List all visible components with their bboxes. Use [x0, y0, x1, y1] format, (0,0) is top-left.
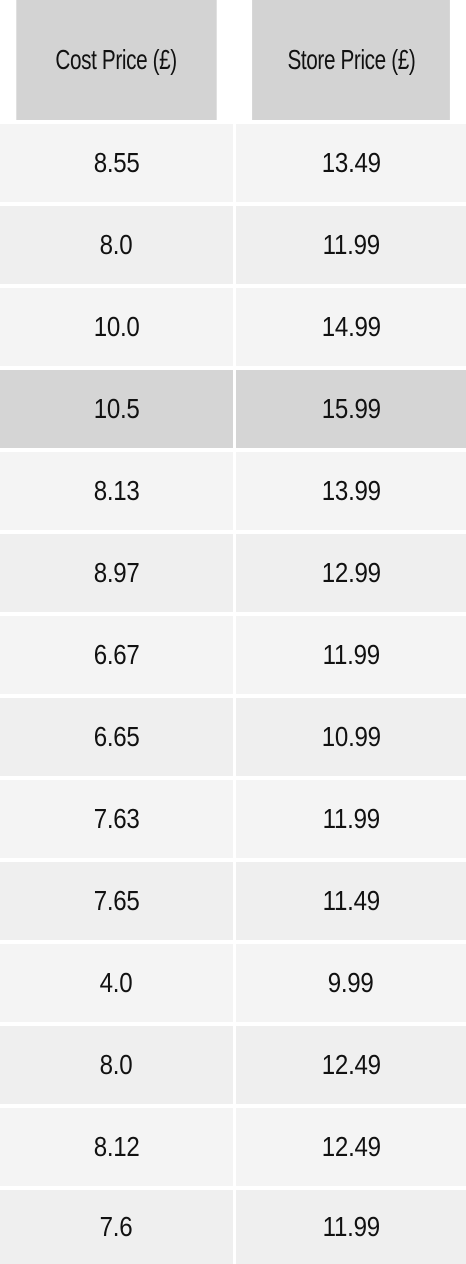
- store-price-cell: 11.49: [236, 860, 466, 942]
- store-price-value: 11.99: [322, 803, 380, 834]
- cost-price-value: 6.65: [93, 721, 140, 752]
- store-price-cell: 11.99: [236, 204, 466, 286]
- table-row[interactable]: 10.0 14.99: [0, 286, 466, 368]
- store-price-value: 12.99: [321, 557, 381, 588]
- table-row[interactable]: 8.0 11.99: [0, 204, 466, 286]
- cost-price-value: 8.0: [100, 229, 133, 260]
- store-price-value: 11.99: [322, 1211, 380, 1242]
- store-price-cell: 14.99: [236, 286, 466, 368]
- column-header-store-price[interactable]: Store Price (£): [252, 0, 450, 120]
- cost-price-value: 6.67: [93, 639, 140, 670]
- store-price-cell: 13.99: [236, 450, 466, 532]
- table-row[interactable]: 8.0 12.49: [0, 1024, 466, 1106]
- column-header-cost-price-label: Cost Price (£): [55, 44, 178, 75]
- store-price-cell: 11.99: [236, 1188, 466, 1264]
- table-row[interactable]: 7.6 11.99: [0, 1188, 466, 1264]
- cost-price-cell: 4.0: [0, 942, 233, 1024]
- cost-price-cell: 10.5: [0, 368, 233, 450]
- cost-price-value: 10.5: [93, 393, 140, 424]
- table-row[interactable]: 6.65 10.99: [0, 696, 466, 778]
- cost-price-cell: 7.63: [0, 778, 233, 860]
- cost-price-cell: 8.12: [0, 1106, 233, 1188]
- cost-price-cell: 6.67: [0, 614, 233, 696]
- cost-price-value: 8.55: [93, 147, 140, 178]
- store-price-cell: 10.99: [236, 696, 466, 778]
- store-price-cell: 15.99: [236, 368, 466, 450]
- store-price-value: 11.99: [322, 229, 380, 260]
- cost-price-value: 8.12: [93, 1131, 140, 1162]
- cost-price-value: 10.0: [93, 311, 140, 342]
- store-price-value: 11.49: [322, 885, 380, 916]
- cost-price-value: 7.63: [93, 803, 140, 834]
- store-price-value: 14.99: [321, 311, 381, 342]
- table-row[interactable]: 4.0 9.99: [0, 942, 466, 1024]
- table-row[interactable]: 7.63 11.99: [0, 778, 466, 860]
- cost-price-cell: 7.6: [0, 1188, 233, 1264]
- store-price-value: 12.49: [321, 1131, 381, 1162]
- store-price-cell: 12.49: [236, 1106, 466, 1188]
- table-row[interactable]: 8.55 13.49: [0, 122, 466, 204]
- cost-price-cell: 8.0: [0, 1024, 233, 1106]
- cost-price-value: 8.0: [100, 1049, 133, 1080]
- cost-price-value: 4.0: [100, 967, 133, 998]
- store-price-cell: 9.99: [236, 942, 466, 1024]
- cost-price-cell: 6.65: [0, 696, 233, 778]
- store-price-cell: 11.99: [236, 614, 466, 696]
- store-price-cell: 12.49: [236, 1024, 466, 1106]
- column-header-store-price-label: Store Price (£): [287, 44, 415, 75]
- table-header-row: Cost Price (£) Store Price (£): [0, 0, 466, 120]
- store-price-cell: 13.49: [236, 122, 466, 204]
- cost-price-value: 7.65: [93, 885, 140, 916]
- table-row[interactable]: 8.12 12.49: [0, 1106, 466, 1188]
- cost-price-value: 8.13: [93, 475, 140, 506]
- store-price-cell: 11.99: [236, 778, 466, 860]
- store-price-value: 15.99: [321, 393, 381, 424]
- table-row-highlighted[interactable]: 10.5 15.99: [0, 368, 466, 450]
- cost-price-cell: 8.13: [0, 450, 233, 532]
- cost-price-value: 8.97: [93, 557, 140, 588]
- store-price-value: 12.49: [321, 1049, 381, 1080]
- cost-price-value: 7.6: [100, 1211, 133, 1242]
- cost-price-cell: 10.0: [0, 286, 233, 368]
- store-price-value: 13.49: [321, 147, 381, 178]
- table-row[interactable]: 8.97 12.99: [0, 532, 466, 614]
- store-price-cell: 12.99: [236, 532, 466, 614]
- cost-price-cell: 8.55: [0, 122, 233, 204]
- cost-price-cell: 7.65: [0, 860, 233, 942]
- table-row[interactable]: 8.13 13.99: [0, 450, 466, 532]
- store-price-value: 9.99: [328, 967, 374, 998]
- store-price-value: 11.99: [322, 639, 380, 670]
- column-header-cost-price[interactable]: Cost Price (£): [16, 0, 217, 120]
- store-price-value: 13.99: [321, 475, 381, 506]
- cost-price-cell: 8.97: [0, 532, 233, 614]
- table-row[interactable]: 7.65 11.49: [0, 860, 466, 942]
- store-price-value: 10.99: [321, 721, 381, 752]
- table-row[interactable]: 6.67 11.99: [0, 614, 466, 696]
- cost-price-cell: 8.0: [0, 204, 233, 286]
